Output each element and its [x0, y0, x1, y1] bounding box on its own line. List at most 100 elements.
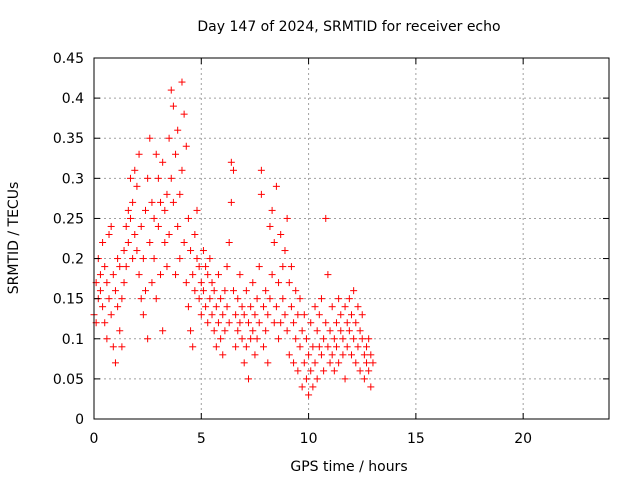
data-point: [221, 327, 229, 335]
chart-title: Day 147 of 2024, SRMTID for receiver ech…: [197, 19, 500, 35]
data-point: [367, 351, 375, 359]
data-point: [348, 351, 355, 359]
data-point: [114, 255, 122, 263]
data-point: [341, 375, 349, 383]
data-point: [227, 158, 235, 166]
data-point: [238, 335, 246, 343]
data-point: [184, 214, 192, 222]
data-point: [234, 327, 242, 335]
data-point: [210, 287, 218, 295]
data-point: [266, 295, 274, 303]
data-point: [358, 311, 366, 319]
data-point: [317, 351, 325, 359]
data-point: [148, 279, 156, 287]
data-point: [245, 319, 252, 327]
data-point: [193, 206, 201, 214]
y-tick-label: 0.05: [53, 372, 84, 388]
data-point: [236, 319, 244, 327]
data-point: [242, 343, 250, 351]
data-point: [311, 359, 319, 367]
y-tick-label: 0.45: [53, 51, 84, 67]
data-point: [165, 134, 173, 142]
data-point: [350, 287, 358, 295]
data-point: [208, 311, 216, 319]
data-point: [272, 182, 280, 190]
data-point: [332, 319, 340, 327]
data-point: [157, 198, 165, 206]
data-point: [144, 335, 152, 343]
data-point: [219, 311, 227, 319]
data-point: [251, 351, 259, 359]
data-point: [339, 335, 347, 343]
data-point: [120, 247, 128, 255]
data-point: [365, 335, 373, 343]
data-point: [142, 206, 149, 214]
data-point: [315, 343, 323, 351]
axis-ticks: [93, 57, 609, 420]
plot-frame: [93, 57, 610, 420]
data-point: [169, 198, 177, 206]
data-point: [270, 319, 278, 327]
data-point: [290, 319, 298, 327]
data-point: [210, 327, 218, 335]
data-point: [335, 295, 343, 303]
data-point: [131, 166, 139, 174]
data-point: [234, 295, 242, 303]
data-point: [137, 295, 145, 303]
data-point: [232, 311, 240, 319]
data-point: [109, 271, 117, 279]
data-point: [302, 335, 310, 343]
data-point: [309, 383, 317, 391]
data-point: [163, 263, 171, 271]
data-point: [283, 214, 291, 222]
data-point: [262, 327, 270, 335]
data-point: [157, 271, 165, 279]
data-point: [268, 271, 276, 279]
data-point: [99, 239, 107, 247]
data-point: [105, 295, 113, 303]
x-tick-label: 0: [90, 431, 99, 447]
data-point: [197, 311, 205, 319]
data-point: [204, 319, 212, 327]
data-point: [309, 343, 317, 351]
data-point: [268, 206, 276, 214]
data-point: [225, 319, 233, 327]
data-point: [305, 351, 313, 359]
data-point: [296, 343, 304, 351]
data-point: [152, 295, 160, 303]
data-point: [180, 110, 188, 118]
data-point: [292, 287, 300, 295]
data-point: [326, 327, 334, 335]
data-point: [277, 319, 285, 327]
data-point: [302, 375, 310, 383]
data-point: [96, 271, 104, 279]
data-point: [195, 263, 203, 271]
data-point: [159, 327, 167, 335]
data-point: [253, 295, 261, 303]
data-point: [139, 311, 147, 319]
data-point: [217, 335, 225, 343]
y-tick-label: 0.35: [53, 131, 84, 147]
data-point: [247, 303, 255, 311]
data-point: [105, 230, 113, 238]
data-point: [180, 239, 188, 247]
data-point: [358, 335, 366, 343]
data-point: [219, 351, 227, 359]
data-point: [176, 190, 184, 198]
x-tick-labels: 0 5 10 15 20: [90, 431, 533, 447]
data-point: [270, 239, 278, 247]
data-point: [229, 166, 237, 174]
data-point: [169, 102, 177, 110]
data-point: [311, 303, 319, 311]
data-point: [245, 375, 252, 383]
y-tick-label: 0: [75, 412, 84, 428]
data-point: [217, 295, 225, 303]
data-point: [305, 391, 313, 399]
data-point: [360, 375, 368, 383]
data-point: [255, 263, 263, 271]
data-point: [144, 174, 152, 182]
data-point: [369, 359, 377, 367]
data-point: [182, 142, 190, 150]
data-point: [287, 263, 295, 271]
data-point: [264, 311, 272, 319]
